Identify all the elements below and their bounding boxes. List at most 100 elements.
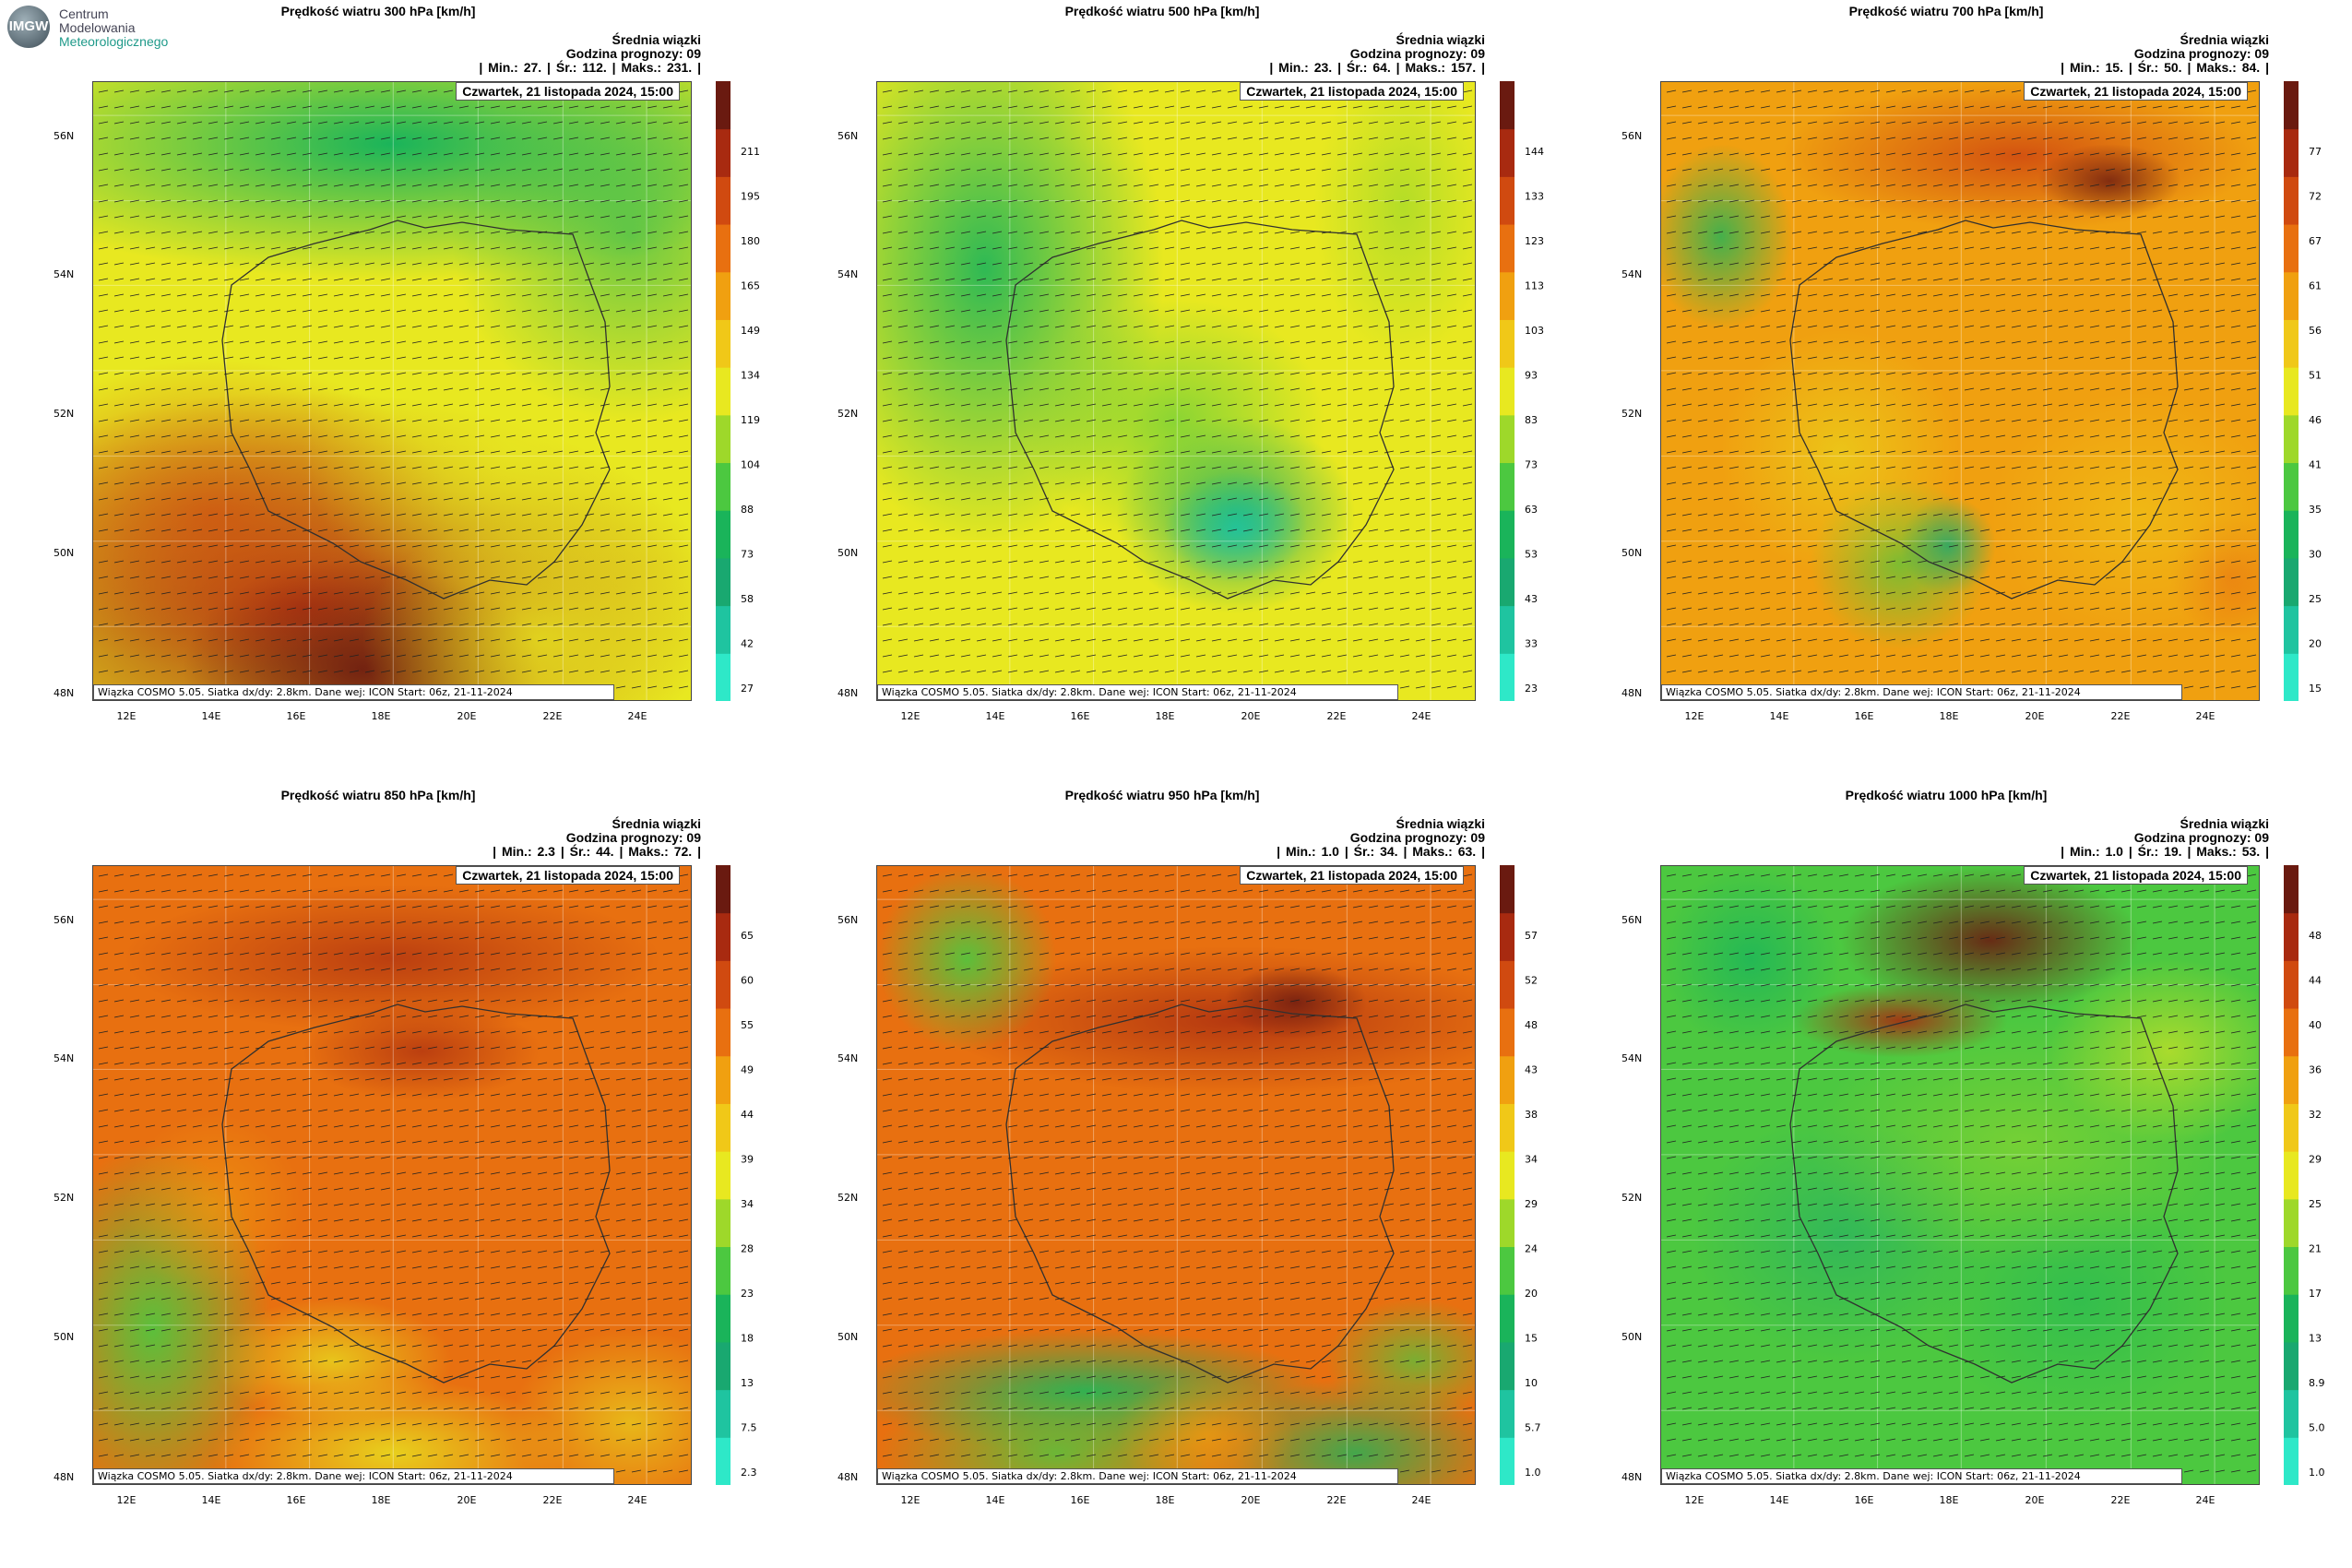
colorbar-segment [1500, 510, 1515, 559]
colorbar-segment [1500, 1008, 1515, 1057]
longitude-label: 22E [1326, 710, 1347, 722]
latitude-label: 54N [837, 1052, 859, 1064]
colorbar-tick-label: 41 [2309, 459, 2322, 471]
ensemble-label: Średnia wiązki [612, 32, 701, 47]
longitude-label: 22E [542, 710, 563, 722]
colorbar-segment [2284, 1246, 2299, 1295]
latitude-label: 52N [837, 1192, 859, 1204]
colorbar-segment [716, 271, 731, 320]
map-area: Czwartek, 21 listopada 2024, 15:00 Wiązka… [876, 81, 1476, 701]
longitude-label: 12E [900, 710, 921, 722]
colorbar-tick-label: 77 [2309, 146, 2322, 158]
longitude-label: 12E [1684, 710, 1705, 722]
latitude-label: 48N [837, 1471, 859, 1483]
colorbar-tick-label: 52 [1525, 975, 1538, 987]
colorbar-tick-label: 13 [741, 1377, 754, 1389]
longitude-label: 16E [1854, 710, 1874, 722]
colorbar-segment [2284, 128, 2299, 177]
logo-text: Centrum Modelowania Meteorologicznego [59, 7, 168, 49]
ensemble-label: Średnia wiązki [1396, 32, 1485, 47]
latitude-label: 54N [53, 268, 75, 280]
longitude-label: 22E [2110, 710, 2131, 722]
colorbar-segment [2284, 1103, 2299, 1152]
colorbar-tick-label: 13 [2309, 1333, 2322, 1345]
colorbar-tick-label: 24 [1525, 1243, 1538, 1255]
wind-map [93, 866, 691, 1484]
panel-info: Średnia wiązki Godzina prognozy: 09 | Min.… [1277, 817, 1485, 859]
map-area: Czwartek, 21 listopada 2024, 15:00 Wiązka… [1660, 865, 2260, 1485]
wind-vectors [1666, 873, 2257, 1473]
colorbar-tick-label: 65 [741, 930, 754, 942]
colorbar-segment [1500, 1103, 1515, 1152]
colorbar-tick-label: 119 [741, 414, 760, 426]
colorbar-segment [2284, 557, 2299, 607]
colorbar-tick-label: 43 [1525, 593, 1538, 605]
colorbar-tick-label: 1.0 [1525, 1467, 1541, 1479]
colorbar-tick-label: 27 [741, 683, 754, 695]
model-footer: Wiązka COSMO 5.05. Siatka dx/dy: 2.8km. … [93, 684, 614, 700]
longitude-label: 14E [1769, 1494, 1789, 1506]
colorbar-tick-label: 134 [741, 370, 760, 382]
colorbar-segment [2284, 1341, 2299, 1391]
longitude-label: 18E [1155, 1494, 1175, 1506]
colorbar-tick-label: 48 [2309, 930, 2322, 942]
latitude-label: 50N [837, 1331, 859, 1343]
colorbar-tick-label: 48 [1525, 1019, 1538, 1031]
stats-line: | Min.: 1.0 | Śr.: 19. | Maks.: 53. | [2061, 844, 2269, 859]
valid-date: Czwartek, 21 listopada 2024, 15:00 [2024, 82, 2248, 101]
colorbar-tick-label: 49 [741, 1064, 754, 1076]
colorbar-tick-label: 55 [741, 1019, 754, 1031]
valid-date: Czwartek, 21 listopada 2024, 15:00 [456, 866, 680, 885]
colorbar-segment [2284, 1294, 2299, 1343]
longitude-label: 14E [985, 710, 1005, 722]
colorbar-segment [2284, 271, 2299, 320]
colorbar-tick-label: 88 [741, 504, 754, 516]
colorbar-tick-label: 43 [1525, 1064, 1538, 1076]
model-footer: Wiązka COSMO 5.05. Siatka dx/dy: 2.8km. … [93, 1468, 614, 1484]
latitude-label: 56N [837, 130, 859, 142]
colorbar-segment [2284, 367, 2299, 416]
latitude-label: 56N [1621, 130, 1643, 142]
valid-date: Czwartek, 21 listopada 2024, 15:00 [1240, 82, 1464, 101]
colorbar-tick-label: 51 [2309, 370, 2322, 382]
valid-date: Czwartek, 21 listopada 2024, 15:00 [2024, 866, 2248, 885]
colorbar-segment [1500, 367, 1515, 416]
ensemble-label: Średnia wiązki [1396, 816, 1485, 831]
latitude-label: 56N [53, 130, 75, 142]
wind-vectors [98, 873, 689, 1473]
valid-date: Czwartek, 21 listopada 2024, 15:00 [456, 82, 680, 101]
colorbar-segment [2284, 1008, 2299, 1057]
colorbar-segment [1500, 1437, 1515, 1485]
map-area: Czwartek, 21 listopada 2024, 15:00 Wiązka… [1660, 81, 2260, 701]
colorbar-tick-label: 46 [2309, 414, 2322, 426]
colorbar-segment [2284, 1198, 2299, 1248]
ensemble-label: Średnia wiązki [2180, 32, 2269, 47]
map-area: Czwartek, 21 listopada 2024, 15:00 Wiązka… [92, 81, 692, 701]
colorbar-tick-label: 23 [741, 1288, 754, 1300]
latitude-label: 50N [837, 547, 859, 559]
wind-field-blob [2049, 958, 2259, 1145]
colorbar-segment [716, 1008, 731, 1057]
longitude-label: 14E [201, 1494, 221, 1506]
colorbar-segment [2284, 1437, 2299, 1485]
colorbar-segment [2284, 462, 2299, 511]
latitude-label: 50N [1621, 1331, 1643, 1343]
latitude-label: 48N [837, 687, 859, 699]
longitude-label: 20E [2025, 1494, 2045, 1506]
latitude-label: 50N [53, 1331, 75, 1343]
latitude-label: 48N [1621, 687, 1643, 699]
colorbar-tick-label: 8.9 [2309, 1377, 2325, 1389]
longitude-label: 16E [1070, 710, 1090, 722]
wind-field-blob [1027, 298, 1325, 546]
colorbar-tick-label: 18 [741, 1333, 754, 1345]
longitude-label: 22E [2110, 1494, 2131, 1506]
colorbar-segment [1500, 414, 1515, 464]
stats-line: | Min.: 27. | Śr.: 112. | Maks.: 231. | [479, 60, 701, 75]
colorbar-segment [716, 1389, 731, 1438]
colorbar-tick-label: 67 [2309, 235, 2322, 247]
colorbar-segment [716, 1103, 731, 1152]
stats-line: | Min.: 2.3 | Śr.: 44. | Maks.: 72. | [493, 844, 701, 859]
colorbar-tick-label: 28 [741, 1243, 754, 1255]
colorbar: 65 60 55 49 44 39 34 28 23 18 13 7.5 2.3 [716, 865, 757, 1485]
colorbar-tick-label: 58 [741, 593, 754, 605]
